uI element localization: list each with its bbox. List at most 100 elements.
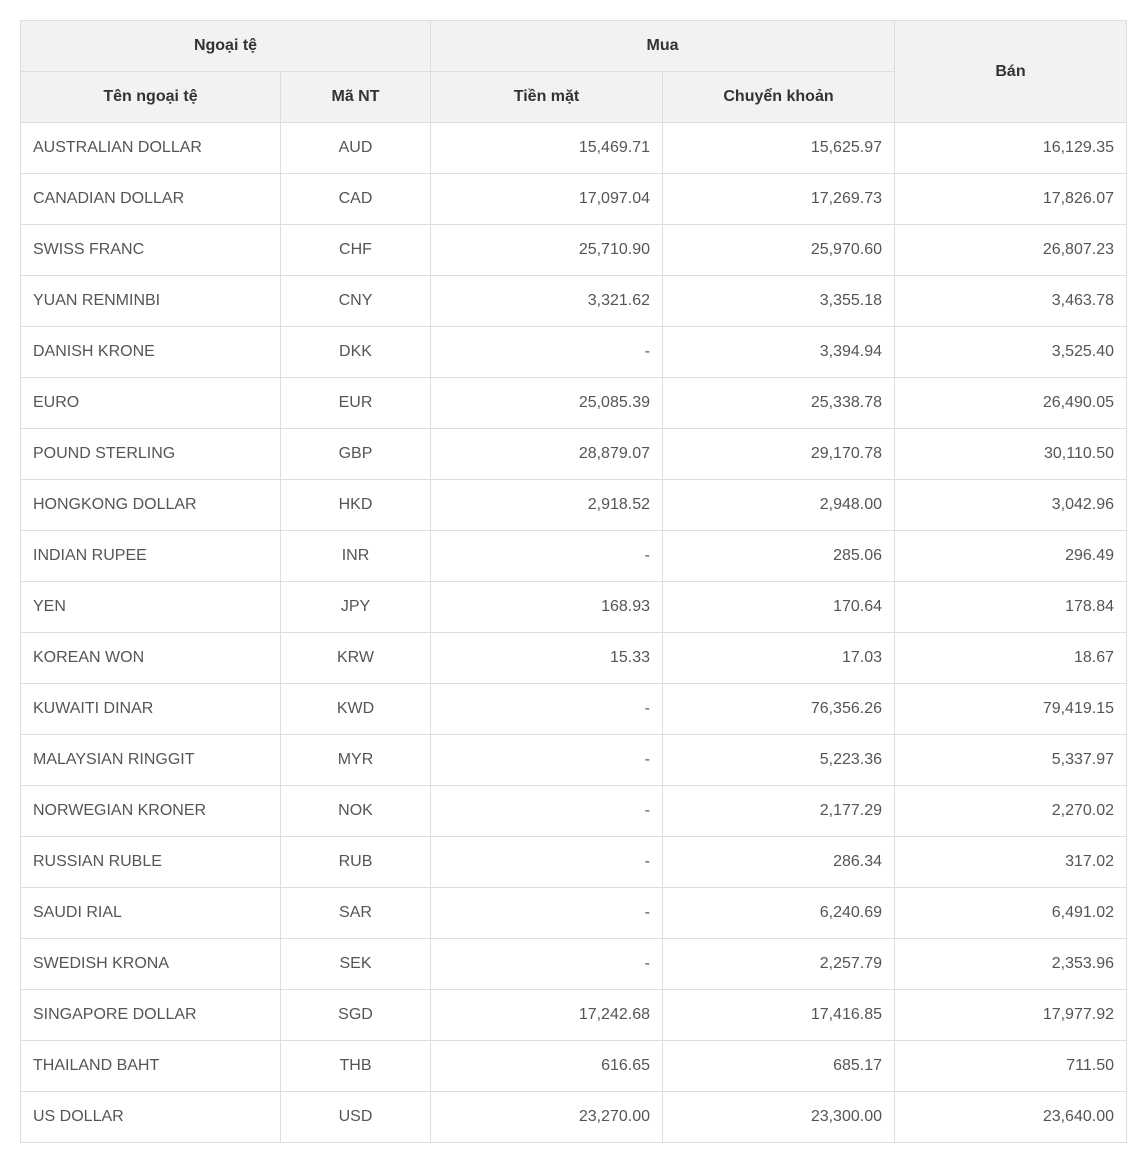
cell-buy-transfer: 5,223.36 — [663, 735, 895, 786]
cell-sell: 3,042.96 — [895, 480, 1127, 531]
table-row: AUSTRALIAN DOLLARAUD15,469.7115,625.9716… — [21, 123, 1127, 174]
cell-currency-name: KOREAN WON — [21, 633, 281, 684]
cell-currency-code: JPY — [281, 582, 431, 633]
cell-buy-cash: - — [431, 684, 663, 735]
table-row: HONGKONG DOLLARHKD2,918.522,948.003,042.… — [21, 480, 1127, 531]
table-row: SAUDI RIALSAR-6,240.696,491.02 — [21, 888, 1127, 939]
cell-currency-name: SWEDISH KRONA — [21, 939, 281, 990]
cell-buy-transfer: 76,356.26 — [663, 684, 895, 735]
table-row: RUSSIAN RUBLERUB-286.34317.02 — [21, 837, 1127, 888]
cell-buy-cash: - — [431, 735, 663, 786]
cell-currency-code: AUD — [281, 123, 431, 174]
table-row: NORWEGIAN KRONERNOK-2,177.292,270.02 — [21, 786, 1127, 837]
cell-buy-cash: 17,242.68 — [431, 990, 663, 1041]
table-row: DANISH KRONEDKK-3,394.943,525.40 — [21, 327, 1127, 378]
table-row: SWISS FRANCCHF25,710.9025,970.6026,807.2… — [21, 225, 1127, 276]
cell-buy-transfer: 286.34 — [663, 837, 895, 888]
cell-sell: 178.84 — [895, 582, 1127, 633]
cell-currency-name: THAILAND BAHT — [21, 1041, 281, 1092]
cell-sell: 26,490.05 — [895, 378, 1127, 429]
cell-sell: 16,129.35 — [895, 123, 1127, 174]
header-buy-group: Mua — [431, 21, 895, 72]
table-row: YENJPY168.93170.64178.84 — [21, 582, 1127, 633]
cell-currency-code: INR — [281, 531, 431, 582]
cell-buy-cash: - — [431, 531, 663, 582]
cell-currency-name: AUSTRALIAN DOLLAR — [21, 123, 281, 174]
cell-currency-name: YEN — [21, 582, 281, 633]
cell-currency-name: POUND STERLING — [21, 429, 281, 480]
table-row: YUAN RENMINBICNY3,321.623,355.183,463.78 — [21, 276, 1127, 327]
cell-currency-name: SAUDI RIAL — [21, 888, 281, 939]
header-sell: Bán — [895, 21, 1127, 123]
cell-currency-code: USD — [281, 1092, 431, 1143]
cell-currency-name: SWISS FRANC — [21, 225, 281, 276]
cell-sell: 3,463.78 — [895, 276, 1127, 327]
cell-sell: 79,419.15 — [895, 684, 1127, 735]
cell-currency-code: SAR — [281, 888, 431, 939]
cell-buy-cash: 616.65 — [431, 1041, 663, 1092]
table-row: SWEDISH KRONASEK-2,257.792,353.96 — [21, 939, 1127, 990]
cell-buy-cash: - — [431, 786, 663, 837]
cell-buy-transfer: 2,257.79 — [663, 939, 895, 990]
cell-buy-cash: - — [431, 837, 663, 888]
table-row: THAILAND BAHTTHB616.65685.17711.50 — [21, 1041, 1127, 1092]
cell-buy-cash: 25,085.39 — [431, 378, 663, 429]
cell-sell: 17,826.07 — [895, 174, 1127, 225]
table-row: SINGAPORE DOLLARSGD17,242.6817,416.8517,… — [21, 990, 1127, 1041]
cell-currency-name: RUSSIAN RUBLE — [21, 837, 281, 888]
cell-currency-name: HONGKONG DOLLAR — [21, 480, 281, 531]
cell-sell: 296.49 — [895, 531, 1127, 582]
cell-currency-code: THB — [281, 1041, 431, 1092]
cell-buy-cash: 25,710.90 — [431, 225, 663, 276]
table-row: CANADIAN DOLLARCAD17,097.0417,269.7317,8… — [21, 174, 1127, 225]
cell-buy-transfer: 3,355.18 — [663, 276, 895, 327]
cell-currency-code: SEK — [281, 939, 431, 990]
cell-buy-cash: 17,097.04 — [431, 174, 663, 225]
header-cash: Tiền mặt — [431, 72, 663, 123]
cell-currency-code: CAD — [281, 174, 431, 225]
cell-buy-cash: 2,918.52 — [431, 480, 663, 531]
table-row: KOREAN WONKRW15.3317.0318.67 — [21, 633, 1127, 684]
cell-buy-transfer: 17.03 — [663, 633, 895, 684]
cell-currency-code: SGD — [281, 990, 431, 1041]
table-header: Ngoại tệ Mua Bán Tên ngoại tệ Mã NT Tiền… — [21, 21, 1127, 123]
cell-sell: 18.67 — [895, 633, 1127, 684]
cell-buy-transfer: 3,394.94 — [663, 327, 895, 378]
table-row: EUROEUR25,085.3925,338.7826,490.05 — [21, 378, 1127, 429]
cell-sell: 30,110.50 — [895, 429, 1127, 480]
cell-buy-cash: 3,321.62 — [431, 276, 663, 327]
cell-buy-cash: 23,270.00 — [431, 1092, 663, 1143]
cell-currency-code: EUR — [281, 378, 431, 429]
cell-buy-transfer: 25,970.60 — [663, 225, 895, 276]
cell-buy-transfer: 6,240.69 — [663, 888, 895, 939]
cell-currency-code: DKK — [281, 327, 431, 378]
cell-currency-name: YUAN RENMINBI — [21, 276, 281, 327]
cell-currency-code: MYR — [281, 735, 431, 786]
table-row: POUND STERLINGGBP28,879.0729,170.7830,11… — [21, 429, 1127, 480]
cell-buy-cash: 28,879.07 — [431, 429, 663, 480]
table-row: INDIAN RUPEEINR-285.06296.49 — [21, 531, 1127, 582]
cell-sell: 23,640.00 — [895, 1092, 1127, 1143]
cell-sell: 5,337.97 — [895, 735, 1127, 786]
cell-buy-cash: - — [431, 327, 663, 378]
cell-buy-transfer: 685.17 — [663, 1041, 895, 1092]
cell-buy-cash: 168.93 — [431, 582, 663, 633]
cell-currency-name: SINGAPORE DOLLAR — [21, 990, 281, 1041]
cell-buy-transfer: 2,177.29 — [663, 786, 895, 837]
cell-sell: 17,977.92 — [895, 990, 1127, 1041]
cell-buy-cash: - — [431, 939, 663, 990]
cell-sell: 2,353.96 — [895, 939, 1127, 990]
cell-sell: 317.02 — [895, 837, 1127, 888]
cell-currency-code: HKD — [281, 480, 431, 531]
cell-buy-transfer: 17,269.73 — [663, 174, 895, 225]
cell-buy-cash: 15,469.71 — [431, 123, 663, 174]
cell-buy-transfer: 170.64 — [663, 582, 895, 633]
cell-sell: 6,491.02 — [895, 888, 1127, 939]
cell-currency-code: GBP — [281, 429, 431, 480]
cell-sell: 711.50 — [895, 1041, 1127, 1092]
header-currency-name: Tên ngoại tệ — [21, 72, 281, 123]
table-row: MALAYSIAN RINGGITMYR-5,223.365,337.97 — [21, 735, 1127, 786]
cell-buy-transfer: 285.06 — [663, 531, 895, 582]
cell-currency-name: INDIAN RUPEE — [21, 531, 281, 582]
cell-currency-code: NOK — [281, 786, 431, 837]
